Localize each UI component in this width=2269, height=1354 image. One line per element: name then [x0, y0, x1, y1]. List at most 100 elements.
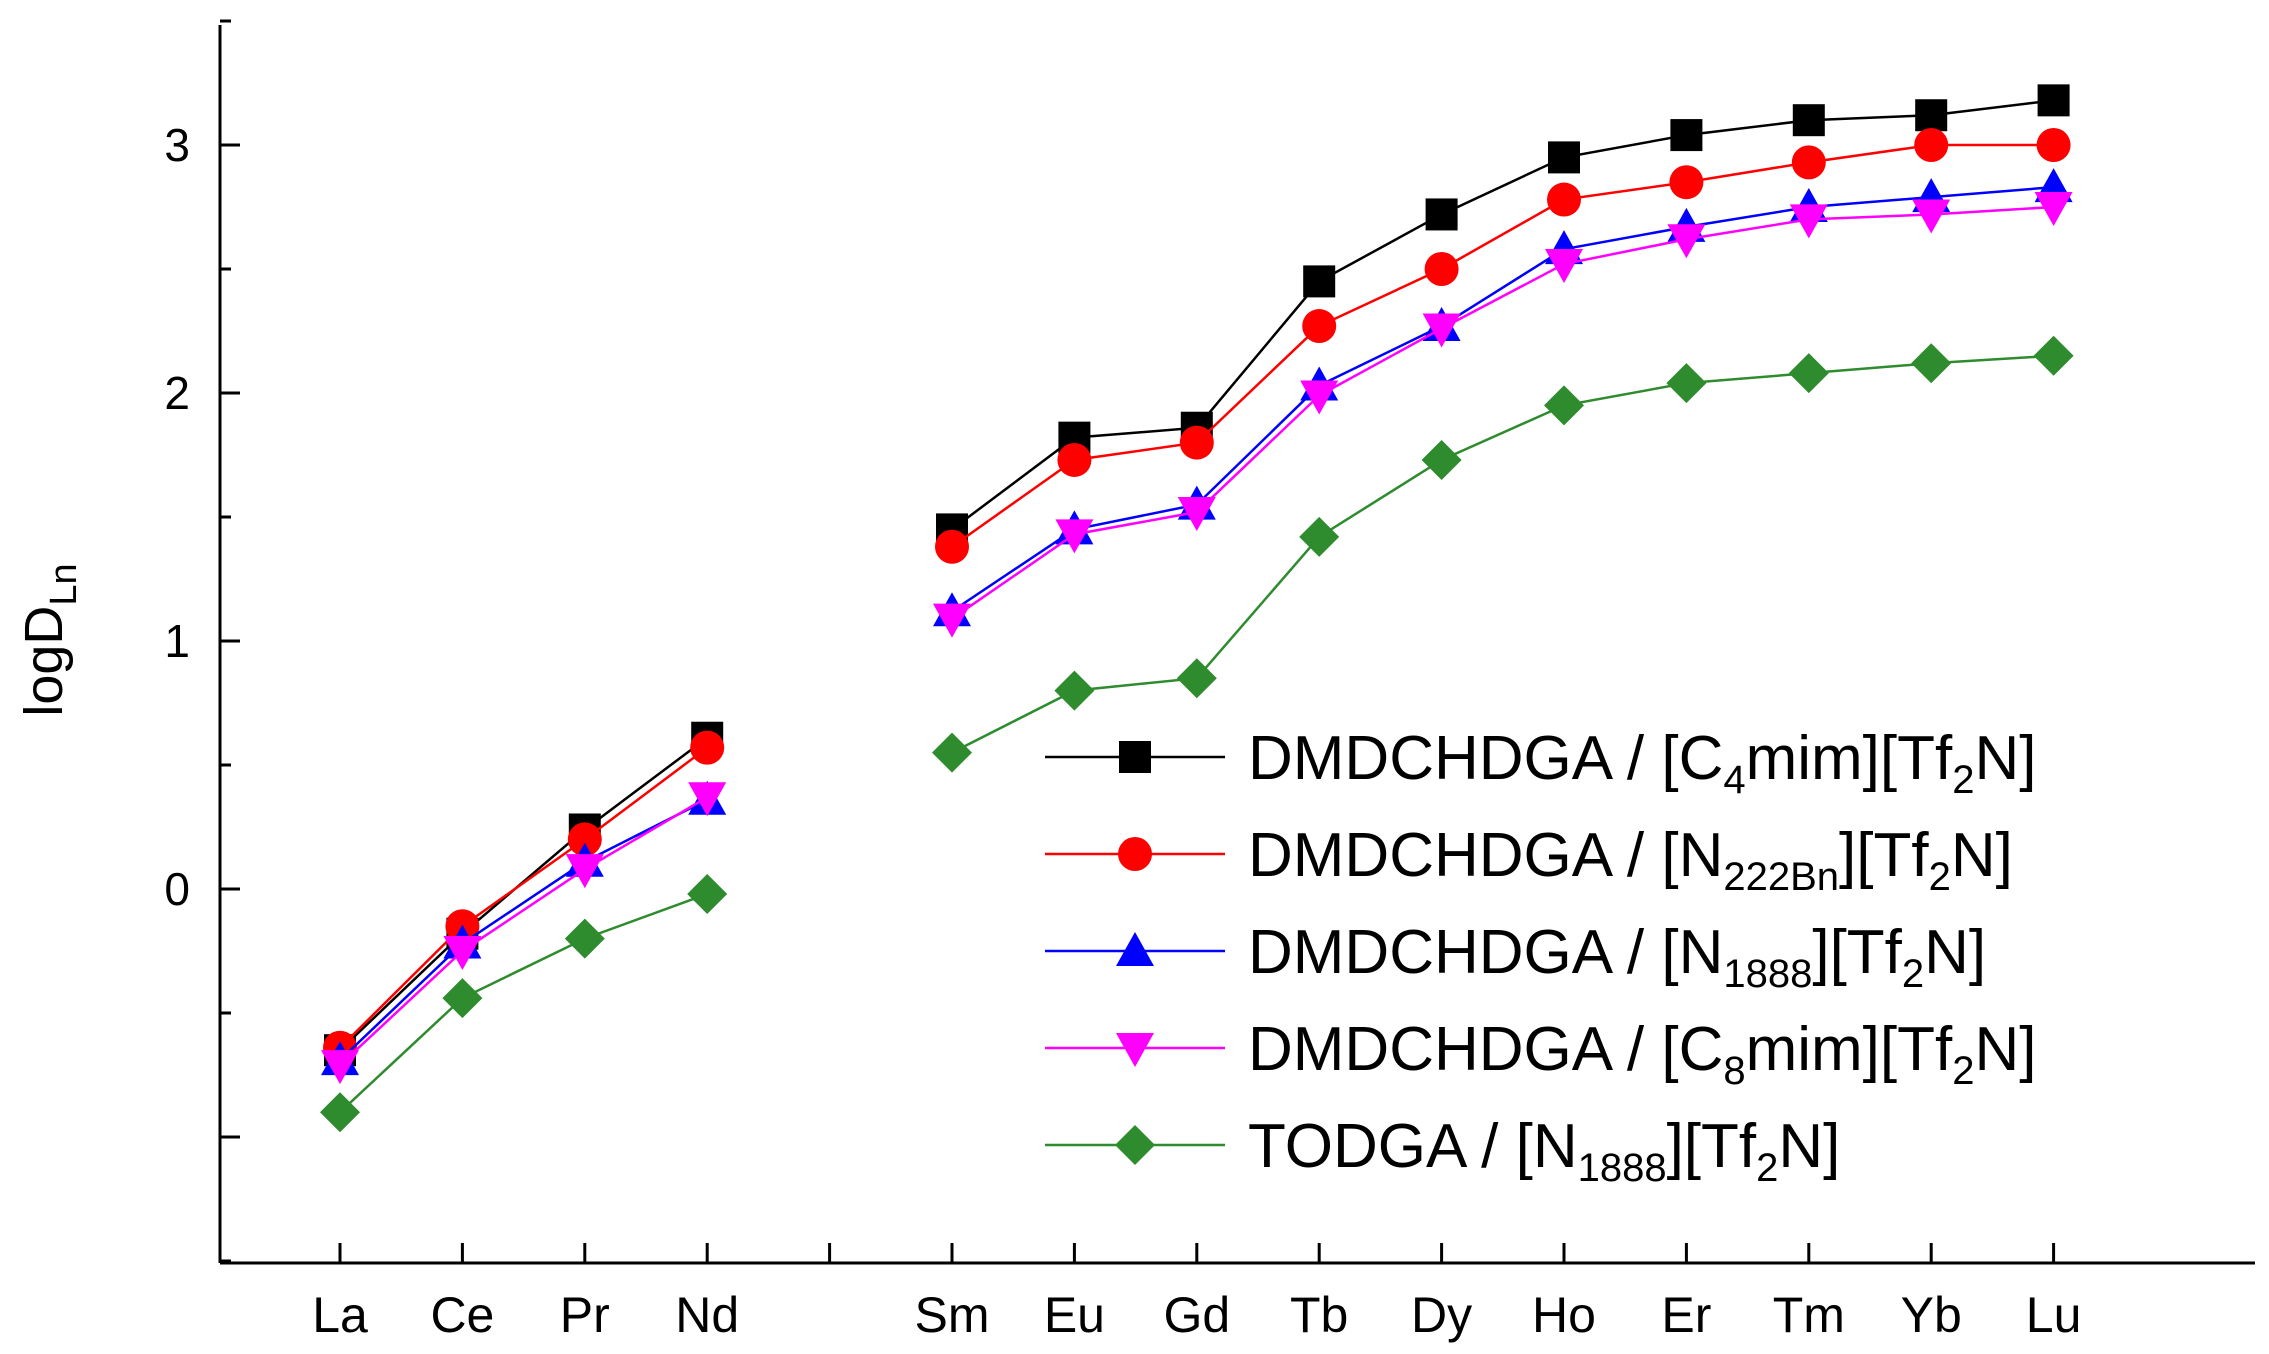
- series-2-point-er: [1669, 165, 1704, 200]
- series-5-line: [951, 354, 2054, 754]
- series-4-point-ho: [1545, 249, 1583, 284]
- series-4-point-yb: [1912, 199, 1951, 234]
- series-5-point-la: [320, 1092, 360, 1133]
- series-2-line: [951, 143, 2054, 548]
- series-5-point-ce: [442, 978, 483, 1019]
- y-tick-label: 1: [164, 615, 190, 667]
- series-4-point-eu: [1055, 519, 1094, 554]
- legend-label: DMDCHDGA / [N222Bn][Tf2N]: [1248, 821, 2013, 899]
- series-4-point-nd: [688, 782, 727, 817]
- series-4-point-dy: [1422, 313, 1461, 348]
- series-5: [320, 335, 2074, 1133]
- legend-text-part: mim][Tf: [1746, 1015, 1953, 1084]
- series-3-line: [951, 185, 2054, 613]
- series-4-point-pr: [565, 854, 604, 889]
- series-1-point-lu: [2037, 84, 2070, 117]
- legend-text-part: ][Tf: [1812, 918, 1902, 987]
- legend-marker: [1116, 932, 1154, 966]
- legend-subscript: 2: [1756, 1146, 1778, 1190]
- legend: DMDCHDGA / [C4mim][Tf2N]DMDCHDGA / [N222…: [1045, 724, 2036, 1190]
- legend-text-part: DMDCHDGA / [C: [1248, 1015, 1723, 1084]
- series-4-point-sm: [933, 603, 971, 638]
- legend-entry-2: DMDCHDGA / [N222Bn][Tf2N]: [1045, 821, 2013, 899]
- x-tick-label-yb: Yb: [1901, 1287, 1962, 1343]
- legend-subscript: 2: [1952, 758, 1974, 802]
- legend-entry-5: TODGA / [N1888][Tf2N]: [1045, 1112, 1840, 1190]
- series-2-point-lu: [2036, 128, 2071, 162]
- legend-subscript: 2: [1902, 952, 1924, 996]
- series-2-line: [339, 746, 708, 1049]
- x-tick-label-ce: Ce: [430, 1287, 494, 1343]
- series-2-point-nd: [690, 730, 725, 765]
- series-4-point-la: [321, 1050, 359, 1085]
- series-1-point-tb: [1303, 265, 1336, 298]
- series-5-point-lu: [2033, 335, 2074, 376]
- series-4-point-tm: [1789, 204, 1828, 239]
- legend-subscript: 4: [1723, 758, 1745, 802]
- legend-text-part: ][Tf: [1839, 821, 1929, 890]
- legend-subscript: 2: [1929, 855, 1951, 899]
- legend-text-part: N]: [1924, 918, 1986, 987]
- series-5-point-ho: [1544, 385, 1584, 426]
- series-5-point-tm: [1788, 353, 1829, 394]
- y-tick-labels: 0 1 2 3: [164, 119, 190, 915]
- x-tick-label-tm: Tm: [1773, 1287, 1845, 1343]
- x-tick-label-pr: Pr: [560, 1287, 610, 1343]
- series-1-point-er: [1670, 119, 1703, 152]
- axes: [218, 19, 2255, 1265]
- series-2-point-eu: [1057, 442, 1092, 477]
- series-2-point-gd: [1179, 425, 1214, 460]
- legend-text-part: N]: [1951, 821, 2013, 890]
- series-4-line: [339, 796, 708, 1066]
- legend-entry-1: DMDCHDGA / [C4mim][Tf2N]: [1045, 724, 2036, 802]
- legend-subscript: 222Bn: [1723, 855, 1839, 899]
- legend-text-part: mim][Tf: [1746, 724, 1953, 793]
- legend-label: TODGA / [N1888][Tf2N]: [1248, 1112, 1840, 1190]
- legend-subscript: 8: [1723, 1049, 1745, 1093]
- series-5-point-nd: [687, 873, 728, 914]
- series-3-line: [339, 798, 708, 1062]
- legend-marker: [1116, 1033, 1154, 1067]
- y-tick-label: 0: [164, 863, 190, 915]
- legend-entry-3: DMDCHDGA / [N1888][Tf2N]: [1045, 918, 1986, 996]
- series-5-point-dy: [1421, 439, 1462, 480]
- series-2-point-pr: [567, 822, 602, 857]
- series-4-point-tb: [1300, 380, 1339, 415]
- legend-label: DMDCHDGA / [N1888][Tf2N]: [1248, 918, 1986, 996]
- series-2: [323, 128, 2071, 1065]
- x-tick-label-gd: Gd: [1163, 1287, 1230, 1343]
- series-1-point-yb: [1915, 99, 1948, 132]
- legend-text-part: TODGA / [N: [1248, 1112, 1578, 1181]
- series-5-point-sm: [932, 732, 972, 773]
- x-tick-label-er: Er: [1661, 1287, 1711, 1343]
- legend-entry-4: DMDCHDGA / [C8mim][Tf2N]: [1045, 1015, 2036, 1093]
- series-2-point-sm: [935, 529, 969, 564]
- series-2-point-ho: [1547, 182, 1581, 217]
- legend-subscript: 1888: [1723, 952, 1812, 996]
- legend-marker: [1119, 741, 1151, 773]
- x-tick-label-ho: Ho: [1532, 1287, 1596, 1343]
- y-axis-label-main: logD: [14, 606, 74, 717]
- legend-label: DMDCHDGA / [C4mim][Tf2N]: [1248, 724, 2036, 802]
- x-tick-label-sm: Sm: [915, 1287, 990, 1343]
- y-tick-label: 3: [164, 119, 190, 171]
- series-2-point-tb: [1302, 309, 1337, 344]
- legend-text-part: DMDCHDGA / [N: [1248, 918, 1723, 987]
- legend-subscript: 2: [1952, 1049, 1974, 1093]
- series-5-point-yb: [1911, 343, 1952, 384]
- x-tick-label-dy: Dy: [1411, 1287, 1472, 1343]
- series-4-point-lu: [2034, 192, 2073, 226]
- series-5-line: [339, 892, 708, 1114]
- series-2-point-tm: [1791, 145, 1826, 180]
- x-tick-label-la: La: [312, 1287, 368, 1343]
- legend-subscript: 1888: [1578, 1146, 1667, 1190]
- series-1-point-dy: [1425, 198, 1458, 231]
- series-5-point-tb: [1299, 516, 1340, 557]
- y-axis-label-subscript: Ln: [43, 563, 85, 605]
- x-tick-label-lu: Lu: [2026, 1287, 2082, 1343]
- legend-text-part: DMDCHDGA / [N: [1248, 821, 1723, 890]
- legend-marker: [1118, 837, 1152, 871]
- y-axis-label: logDLn: [14, 563, 85, 716]
- legend-text-part: DMDCHDGA / [C: [1248, 724, 1723, 793]
